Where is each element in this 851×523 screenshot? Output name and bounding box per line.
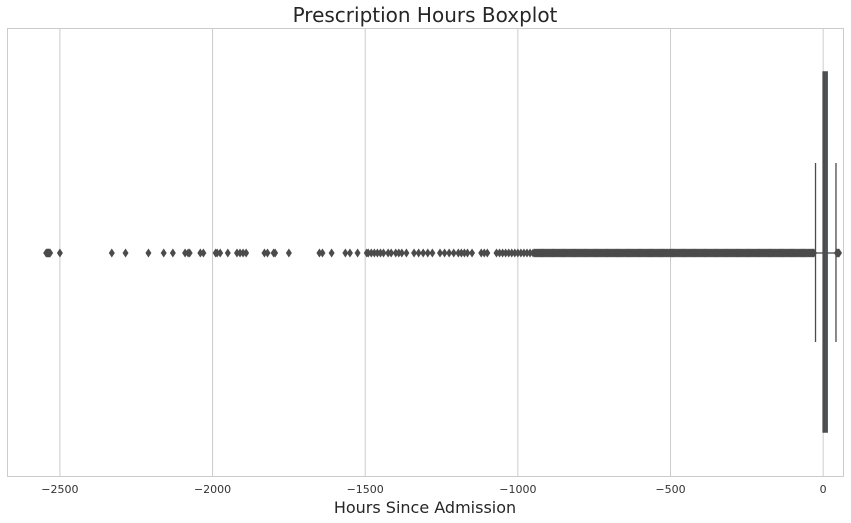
plot-frame <box>7 28 844 477</box>
outlier-point <box>496 248 503 258</box>
outlier-point <box>461 248 468 258</box>
outlier-point <box>395 248 402 258</box>
chart-title: Prescription Hours Boxplot <box>293 3 558 27</box>
outlier-point <box>240 248 247 258</box>
outlier-point <box>464 248 471 258</box>
outlier-point <box>56 248 63 258</box>
outlier-point <box>450 248 457 258</box>
outlier-point <box>385 248 392 258</box>
outlier-point <box>392 248 399 258</box>
outlier-point <box>319 248 326 258</box>
outlier-point <box>493 248 500 258</box>
outlier-point <box>469 248 476 258</box>
outlier-point <box>508 248 515 258</box>
outlier-point <box>47 248 54 258</box>
outliers <box>43 248 843 258</box>
outlier-point <box>455 248 462 258</box>
outlier-point <box>437 248 444 258</box>
outlier-point <box>224 248 231 258</box>
outlier-point <box>415 248 422 258</box>
outlier-point <box>272 248 279 258</box>
outlier-point <box>527 248 534 258</box>
outlier-point <box>169 248 176 258</box>
outlier-point <box>108 248 115 258</box>
outlier-point <box>200 248 207 258</box>
x-tick-label: −1000 <box>499 483 536 496</box>
outlier-point <box>478 248 485 258</box>
x-tick-labels: −2500 −2000 −1500 −1000 −500 0 <box>41 483 826 496</box>
outlier-point <box>377 248 384 258</box>
outlier-point <box>328 248 335 258</box>
outlier-point <box>346 248 353 258</box>
outlier-point <box>403 248 410 258</box>
outlier-point <box>217 248 224 258</box>
outlier-point <box>261 248 268 258</box>
outlier-point <box>514 248 521 258</box>
box-element <box>814 71 837 433</box>
outlier-point <box>365 248 372 258</box>
outlier-point <box>122 248 129 258</box>
outlier-point <box>160 248 167 258</box>
outlier-point <box>354 248 361 258</box>
x-tick-label: −2500 <box>41 483 78 496</box>
outlier-point <box>836 248 843 258</box>
outlier-point <box>484 248 491 258</box>
outlier-point <box>520 248 527 258</box>
x-tick-label: −500 <box>655 483 685 496</box>
outlier-point <box>499 248 506 258</box>
outlier-point <box>243 248 250 258</box>
outlier-point <box>517 248 524 258</box>
outlier-point <box>186 248 193 258</box>
outlier-point <box>502 248 509 258</box>
outlier-point <box>398 248 405 258</box>
outlier-point <box>441 248 448 258</box>
outlier-point <box>511 248 518 258</box>
outlier-point <box>429 248 436 258</box>
outlier-point <box>388 248 395 258</box>
outlier-point <box>285 248 292 258</box>
outlier-point <box>342 248 349 258</box>
outlier-point <box>316 248 323 258</box>
outlier-point <box>371 248 378 258</box>
outlier-point <box>374 248 381 258</box>
outlier-point <box>233 248 240 258</box>
outlier-point <box>505 248 512 258</box>
outlier-point <box>411 248 418 258</box>
outlier-point <box>424 248 431 258</box>
outlier-point <box>264 248 271 258</box>
x-tick-label: −1500 <box>347 483 384 496</box>
outlier-point <box>481 248 488 258</box>
outlier-point <box>182 248 189 258</box>
outlier-point <box>237 248 244 258</box>
outlier-point <box>368 248 375 258</box>
outlier-point <box>380 248 387 258</box>
x-tick-label: 0 <box>820 483 827 496</box>
x-axis-label: Hours Since Admission <box>334 498 516 517</box>
outlier-point <box>145 248 152 258</box>
outlier-point <box>197 248 204 258</box>
x-tick-label: −2000 <box>194 483 231 496</box>
outlier-point <box>458 248 465 258</box>
outlier-point <box>420 248 427 258</box>
outlier-point <box>446 248 453 258</box>
outlier-point <box>524 248 531 258</box>
outlier-point <box>214 248 221 258</box>
